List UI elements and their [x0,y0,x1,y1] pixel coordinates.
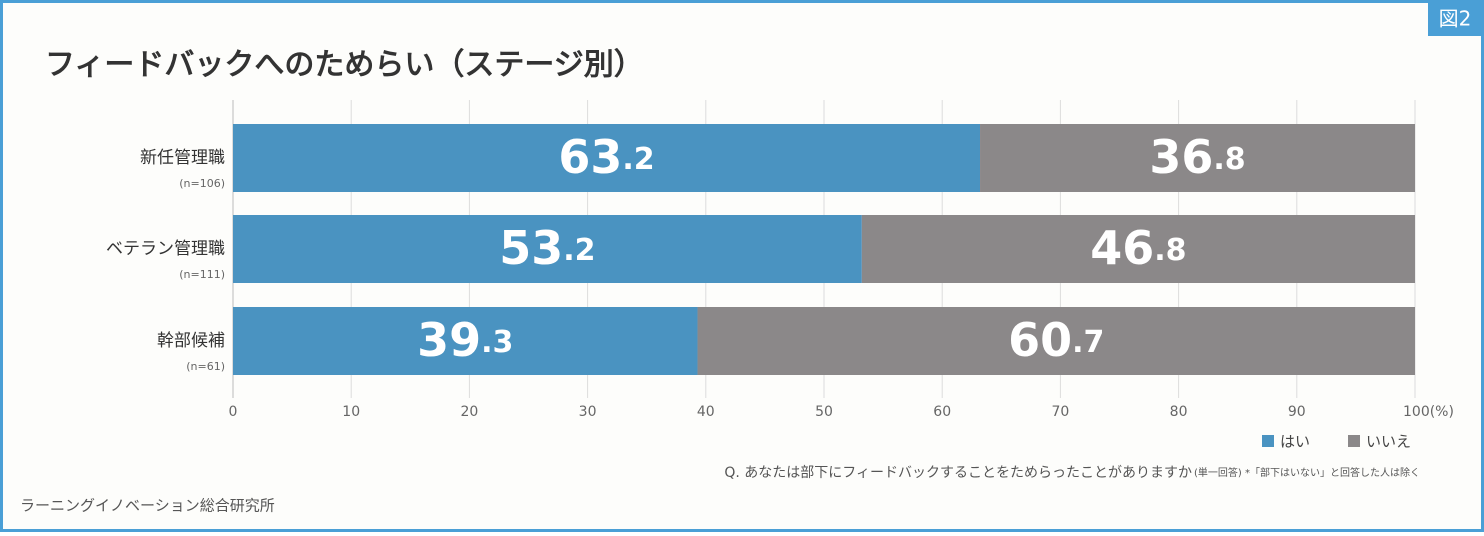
legend-label: はい [1280,433,1310,451]
value-label: 36.8 [1149,130,1245,184]
x-tick-label: 20 [460,404,478,420]
source: ラーニングイノベーション総合研究所 [20,497,275,515]
value-dec: .8 [1154,233,1186,268]
value-dec: .2 [563,233,595,268]
bar-segment [233,307,698,375]
x-tick-label: 60 [933,404,951,420]
value-int: 39 [417,313,481,367]
value-dec: .2 [622,142,654,177]
legend-swatch [1262,435,1274,447]
bar-segment [233,124,981,192]
figure-badge: 図2 [1439,7,1472,31]
x-tick-label: 100(%) [1403,404,1454,420]
bar-segment [980,124,1415,192]
value-int: 36 [1149,130,1213,184]
x-tick-label: 90 [1288,404,1306,420]
bar-segment [861,215,1415,283]
category-label: 幹部候補 [157,330,225,351]
sample-size: (n=111) [179,268,225,281]
value-dec: .7 [1072,325,1104,360]
x-tick-label: 70 [1051,404,1069,420]
chart-title: フィードバックへのためらい（ステージ別） [45,48,644,83]
bar-segment [697,307,1415,375]
question-note: (単一回答) *「部下はいない」と回答した人は除く [1194,466,1420,479]
legend-label: いいえ [1366,433,1411,451]
category-label: ベテラン管理職 [106,239,225,259]
value-label: 63.2 [558,130,654,184]
question-text: Q. あなたは部下にフィードバックすることをためらったことがありますか [724,465,1192,481]
question: Q. あなたは部下にフィードバックすることをためらったことがありますか (単一回答… [724,465,1420,481]
value-label: 53.2 [499,221,595,275]
value-dec: .8 [1213,142,1245,177]
value-dec: .3 [481,325,513,360]
sample-size: (n=106) [179,177,225,190]
value-int: 60 [1008,313,1072,367]
x-tick-label: 10 [342,404,360,420]
value-int: 63 [558,130,622,184]
value-label: 39.3 [417,313,513,367]
legend-swatch [1348,435,1360,447]
value-int: 53 [499,221,563,275]
x-tick-label: 50 [815,404,833,420]
x-tick-label: 80 [1170,404,1188,420]
x-tick-label: 40 [697,404,715,420]
bar-segment [233,215,862,283]
x-tick-label: 30 [579,404,597,420]
value-label: 46.8 [1090,221,1186,275]
category-label: 新任管理職 [140,148,225,168]
value-label: 60.7 [1008,313,1104,367]
sample-size: (n=61) [186,360,225,373]
x-tick-label: 0 [229,404,238,420]
value-int: 46 [1090,221,1154,275]
badge [1428,2,1482,36]
